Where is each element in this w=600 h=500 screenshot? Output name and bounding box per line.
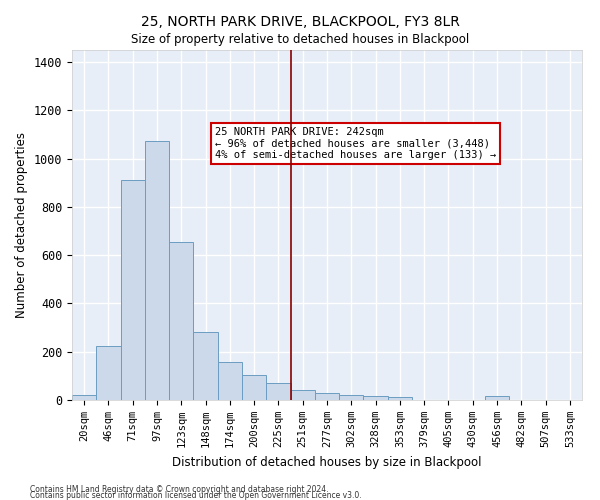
- Text: Size of property relative to detached houses in Blackpool: Size of property relative to detached ho…: [131, 32, 469, 46]
- Bar: [96, 346, 121, 400]
- Bar: [242, 374, 266, 400]
- Text: 25 NORTH PARK DRIVE: 242sqm
← 96% of detached houses are smaller (3,448)
4% of s: 25 NORTH PARK DRIVE: 242sqm ← 96% of det…: [215, 127, 496, 160]
- Bar: [485, 396, 509, 400]
- Text: Contains HM Land Registry data © Crown copyright and database right 2024.: Contains HM Land Registry data © Crown c…: [30, 484, 329, 494]
- Bar: [193, 332, 218, 400]
- Y-axis label: Number of detached properties: Number of detached properties: [15, 132, 28, 318]
- Bar: [121, 180, 145, 400]
- Bar: [388, 397, 412, 400]
- Bar: [72, 395, 96, 400]
- Bar: [315, 393, 339, 400]
- Bar: [339, 394, 364, 400]
- Bar: [218, 362, 242, 400]
- X-axis label: Distribution of detached houses by size in Blackpool: Distribution of detached houses by size …: [172, 456, 482, 468]
- Text: 25, NORTH PARK DRIVE, BLACKPOOL, FY3 8LR: 25, NORTH PARK DRIVE, BLACKPOOL, FY3 8LR: [140, 15, 460, 29]
- Bar: [169, 242, 193, 400]
- Bar: [364, 396, 388, 400]
- Bar: [266, 383, 290, 400]
- Bar: [290, 390, 315, 400]
- Bar: [145, 140, 169, 400]
- Text: Contains public sector information licensed under the Open Government Licence v3: Contains public sector information licen…: [30, 491, 362, 500]
